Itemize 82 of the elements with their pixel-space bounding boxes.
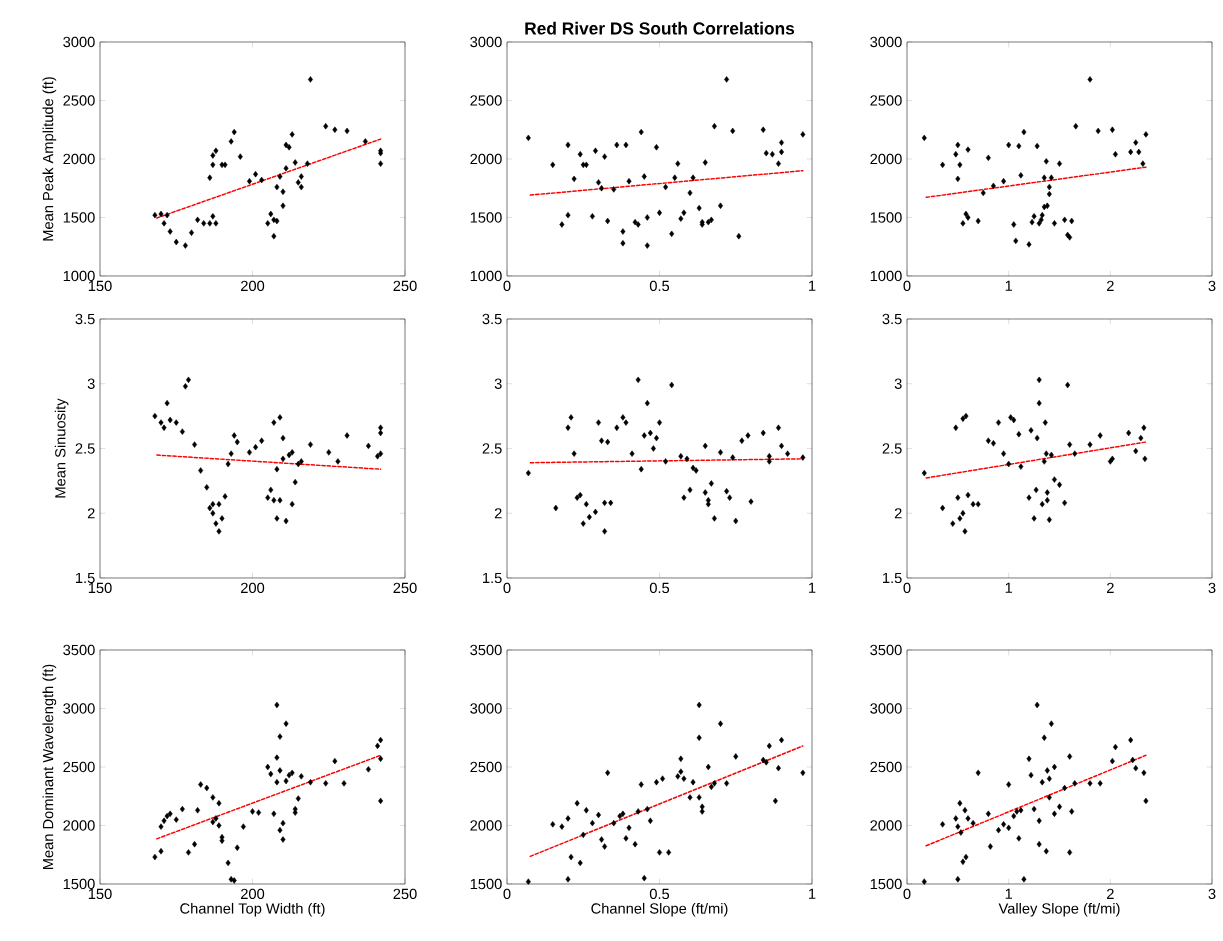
x-tick-label: 1 [809,582,816,593]
y-tick-label: 3 [894,378,902,389]
x-tick-label: 2 [1107,888,1114,899]
x-tick-label: 200 [241,582,265,594]
y-tick-label: 2500 [63,761,95,773]
y-axis-title: Mean Sinuosity [54,398,69,498]
y-tick-label: 2.5 [75,443,95,454]
y-tick-label: 1500 [870,212,902,223]
x-tick-label: 2 [1107,582,1114,593]
y-tick-label: 3 [494,378,502,389]
x-axis-title: Channel Slope (ft/mi) [591,902,728,917]
x-tick-label: 0 [503,888,511,900]
x-tick-label: 3 [1208,582,1216,594]
y-tick-label: 2000 [63,153,95,165]
y-tick-label: 3000 [870,703,902,714]
x-tick-label: 1 [809,280,816,291]
y-tick-label: 1500 [63,212,95,223]
y-tick-label: 3500 [870,644,902,656]
y-tick-label: 1000 [63,270,95,282]
y-tick-label: 3500 [63,644,95,656]
y-axis-title: Mean Dominant Wavelength (ft) [42,664,57,870]
y-tick-label: 1500 [63,878,95,890]
x-tick-label: 0.5 [649,888,670,900]
x-tick-label: 1 [1005,582,1013,593]
y-tick-label: 2000 [870,820,902,831]
y-tick-label: 2500 [870,95,902,106]
y-tick-label: 2500 [470,761,502,773]
y-tick-label: 2.5 [482,443,502,454]
x-tick-label: 150 [88,888,112,900]
y-tick-label: 3000 [470,36,502,48]
x-tick-label: 3 [1208,280,1216,292]
x-tick-label: 3 [1208,888,1216,900]
x-tick-label: 0.5 [649,280,670,292]
x-tick-label: 150 [88,280,112,292]
y-tick-label: 3.5 [482,313,502,325]
x-tick-label: 0 [503,280,511,292]
y-tick-label: 1500 [870,878,902,890]
x-tick-label: 150 [88,582,112,594]
y-tick-label: 3000 [63,703,95,714]
y-tick-label: 2000 [470,820,502,831]
y-axis-title: Mean Peak Amplitude (ft) [42,77,57,241]
x-tick-label: 1 [1005,888,1013,899]
x-tick-label: 250 [393,582,417,594]
y-tick-label: 1000 [470,270,502,282]
y-tick-label: 1500 [470,212,502,223]
x-tick-label: 1 [809,888,816,899]
chart-title: Red River DS South Correlations [525,21,795,35]
y-tick-label: 2 [894,508,902,519]
y-tick-label: 2.5 [882,443,902,454]
x-tick-label: 200 [241,888,265,900]
y-tick-label: 3000 [470,703,502,714]
x-tick-label: 0 [503,582,511,594]
y-tick-label: 2000 [470,153,502,165]
x-tick-label: 1 [1005,280,1013,291]
x-axis-title: Valley Slope (ft/mi) [998,902,1120,917]
x-tick-label: 0.5 [649,582,670,594]
x-tick-label: 250 [393,280,417,292]
x-tick-label: 0 [903,582,911,594]
y-tick-label: 2 [494,508,502,519]
y-tick-label: 3000 [870,36,902,48]
y-tick-label: 2500 [63,95,95,106]
x-tick-label: 250 [393,888,417,900]
y-tick-label: 2500 [470,95,502,106]
x-tick-label: 200 [241,280,265,292]
x-tick-label: 0 [903,280,911,292]
y-tick-label: 2000 [63,820,95,831]
y-tick-label: 2500 [870,761,902,773]
y-tick-label: 1.5 [76,572,95,584]
y-tick-label: 2 [87,508,95,519]
y-tick-label: 2000 [870,153,902,165]
y-tick-label: 3000 [63,36,95,48]
y-tick-label: 1000 [870,270,902,282]
y-tick-label: 3 [87,378,95,389]
x-tick-label: 2 [1107,280,1114,291]
y-tick-label: 3500 [470,644,502,656]
y-tick-label: 1.5 [883,572,902,584]
y-tick-label: 3.5 [75,313,95,325]
x-tick-label: 0 [903,888,911,900]
y-tick-label: 1.5 [483,572,502,584]
y-tick-label: 3.5 [882,313,902,325]
y-tick-label: 1500 [470,878,502,890]
x-axis-title: Channel Top Width (ft) [180,902,325,917]
